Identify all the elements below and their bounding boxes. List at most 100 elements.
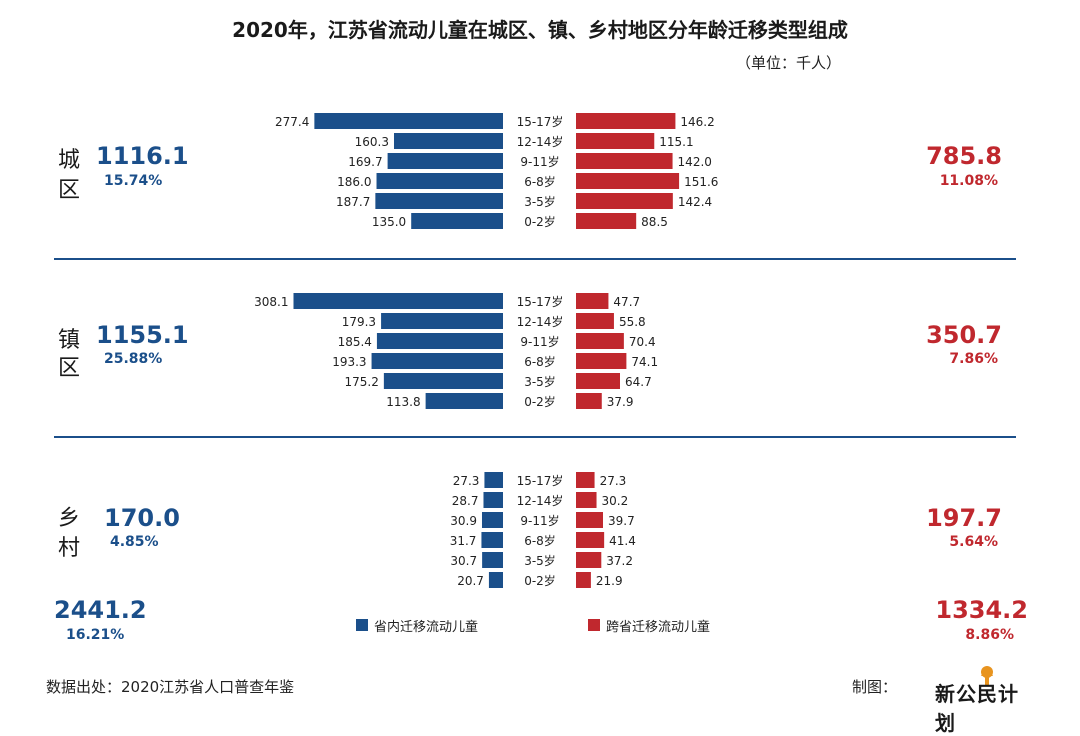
- intra-bar: [371, 353, 503, 369]
- inter-value-label: 151.6: [684, 175, 718, 189]
- inter-value-label: 39.7: [608, 514, 635, 528]
- age-group-label: 12-14岁: [517, 134, 564, 149]
- grand-inter-total: 1334.2: [935, 596, 1028, 624]
- inter-bar: [576, 373, 620, 389]
- intra-value-label: 193.3: [332, 355, 366, 369]
- chart-title: 2020年，江苏省流动儿童在城区、镇、乡村地区分年龄迁移类型组成: [232, 18, 848, 42]
- data-source: 数据出处：2020江苏省人口普查年鉴: [46, 678, 295, 696]
- legend-swatch-inter: [588, 619, 600, 631]
- region-label-char: 区: [58, 356, 81, 381]
- intra-value-label: 186.0: [337, 175, 371, 189]
- intra-bar: [387, 153, 503, 169]
- intra-value-label: 179.3: [342, 315, 376, 329]
- inter-bar: [576, 293, 609, 309]
- intra-value-label: 27.3: [453, 474, 480, 488]
- intra-bar: [425, 393, 503, 409]
- intra-bar: [375, 193, 503, 209]
- inter-value-label: 74.1: [631, 355, 658, 369]
- logo-text: 新公民计划: [935, 682, 1019, 735]
- intra-bar: [314, 113, 503, 129]
- region-inter-total: 197.7: [926, 504, 1002, 532]
- inter-bar: [576, 173, 680, 189]
- age-group-label: 9-11岁: [520, 154, 559, 169]
- age-group-label: 12-14岁: [517, 493, 564, 508]
- intra-value-label: 169.7: [348, 155, 382, 169]
- inter-bar: [576, 313, 614, 329]
- region-intra-total: 1116.1: [96, 142, 189, 170]
- inter-bar: [576, 532, 605, 548]
- inter-bar: [576, 193, 673, 209]
- intra-bar: [293, 293, 503, 309]
- inter-value-label: 70.4: [629, 335, 656, 349]
- grand-intra-total: 2441.2: [54, 596, 147, 624]
- age-group-label: 3-5岁: [524, 553, 556, 568]
- intra-value-label: 113.8: [386, 395, 420, 409]
- region-label-char: 乡: [58, 506, 81, 531]
- age-group-label: 3-5岁: [524, 194, 556, 209]
- age-group-label: 12-14岁: [517, 314, 564, 329]
- intra-value-label: 135.0: [372, 215, 406, 229]
- logo-mark-icon: [981, 666, 993, 686]
- intra-value-label: 175.2: [345, 375, 379, 389]
- inter-bar: [576, 133, 655, 149]
- inter-bar: [576, 472, 595, 488]
- intra-value-label: 20.7: [457, 574, 484, 588]
- intra-bar: [483, 492, 503, 508]
- region-intra-pct: 4.85%: [110, 534, 159, 550]
- region-intra-total: 170.0: [104, 504, 180, 532]
- inter-value-label: 115.1: [659, 135, 693, 149]
- legend-swatch-intra: [356, 619, 368, 631]
- inter-bar: [576, 512, 603, 528]
- inter-bar: [576, 572, 591, 588]
- intra-value-label: 30.9: [450, 514, 477, 528]
- intra-bar: [411, 213, 503, 229]
- unit-label: （单位：千人）: [736, 54, 842, 72]
- region-inter-total: 785.8: [926, 142, 1002, 170]
- inter-bar: [576, 492, 597, 508]
- intra-bar: [482, 552, 503, 568]
- intra-bar: [376, 173, 503, 189]
- intra-value-label: 30.7: [450, 554, 477, 568]
- inter-bar: [576, 353, 627, 369]
- butterfly-chart: 277.4 146.2 15-17岁 160.3 115.1 12-14岁 169.7 142…: [254, 113, 718, 588]
- region-inter-pct: 5.64%: [949, 534, 998, 550]
- age-group-label: 9-11岁: [520, 513, 559, 528]
- inter-value-label: 64.7: [625, 375, 652, 389]
- region-label-char: 区: [58, 178, 81, 203]
- inter-value-label: 37.9: [607, 395, 634, 409]
- intra-bar: [488, 572, 503, 588]
- region-inter-pct: 7.86%: [949, 351, 998, 367]
- region-intra-total: 1155.1: [96, 321, 189, 349]
- age-group-label: 0-2岁: [524, 573, 556, 588]
- age-group-label: 0-2岁: [524, 394, 556, 409]
- age-group-label: 6-8岁: [524, 174, 556, 189]
- intra-bar: [383, 373, 503, 389]
- inter-value-label: 27.3: [600, 474, 627, 488]
- intra-value-label: 185.4: [338, 335, 372, 349]
- inter-bar: [576, 333, 624, 349]
- inter-value-label: 37.2: [606, 554, 633, 568]
- inter-value-label: 146.2: [680, 115, 714, 129]
- intra-bar: [481, 532, 503, 548]
- age-group-label: 15-17岁: [517, 294, 564, 309]
- inter-bar: [576, 113, 676, 129]
- region-inter-pct: 11.08%: [939, 173, 998, 189]
- region-label-char: 村: [58, 536, 81, 561]
- inter-value-label: 142.4: [678, 195, 712, 209]
- legend-label-intra: 省内迁移流动儿童: [374, 620, 479, 635]
- section-divider: [54, 436, 1016, 438]
- age-group-label: 15-17岁: [517, 114, 564, 129]
- legend-label-inter: 跨省迁移流动儿童: [606, 620, 711, 635]
- intra-bar: [376, 333, 503, 349]
- intra-value-label: 308.1: [254, 295, 288, 309]
- age-group-label: 6-8岁: [524, 533, 556, 548]
- inter-value-label: 55.8: [619, 315, 646, 329]
- intra-bar: [393, 133, 503, 149]
- age-group-label: 15-17岁: [517, 473, 564, 488]
- intra-value-label: 31.7: [450, 534, 477, 548]
- intra-bar: [484, 472, 503, 488]
- intra-value-label: 28.7: [452, 494, 479, 508]
- inter-value-label: 47.7: [613, 295, 640, 309]
- inter-value-label: 30.2: [602, 494, 629, 508]
- maker-label: 制图：: [852, 678, 898, 696]
